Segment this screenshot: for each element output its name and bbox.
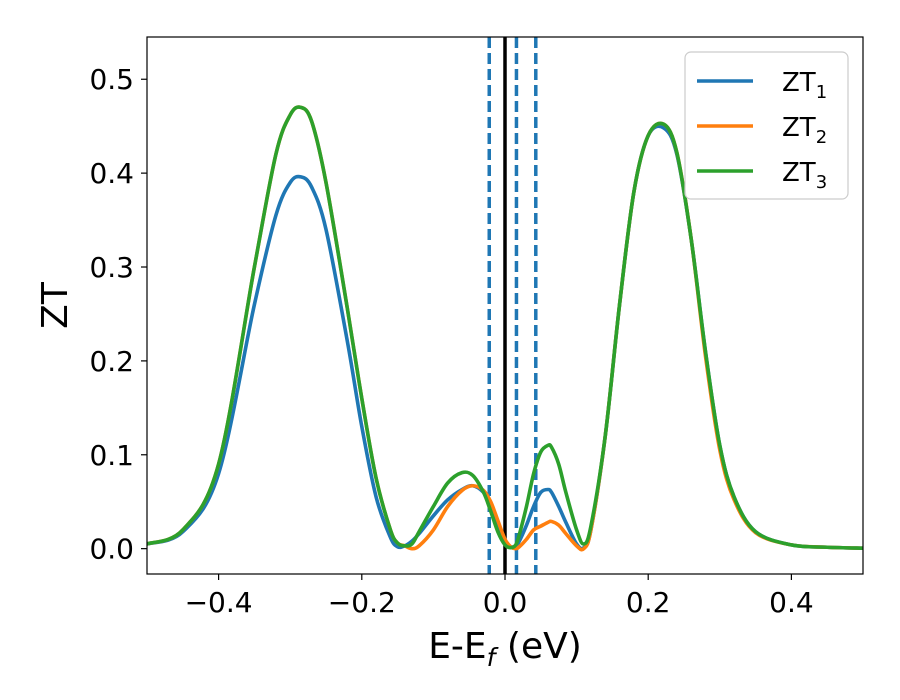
reference-lines: [487, 37, 538, 574]
y-tick-label: 0.4: [89, 157, 134, 190]
y-tick-label: 0.3: [89, 251, 134, 284]
x-axis-label: E-Ef (eV): [428, 626, 582, 672]
legend-label-subscript: 1: [816, 82, 827, 103]
legend-label-main: ZT: [782, 68, 816, 98]
legend-label-main: ZT: [782, 158, 816, 188]
legend-label-zt1: ZT1: [782, 68, 827, 103]
series-lines: [147, 105, 863, 552]
legend-label-main: ZT: [782, 113, 816, 143]
y-tick-label: 0.5: [89, 63, 134, 96]
x-tick-label: 0.2: [626, 586, 671, 619]
y-tick-label: 0.2: [89, 345, 134, 378]
legend-label-zt3: ZT3: [782, 158, 827, 193]
y-tick-label: 0.1: [89, 439, 134, 472]
x-axis-ticks: −0.4 −0.2 0.0 0.2 0.4: [185, 574, 814, 619]
legend-label-subscript: 2: [816, 127, 827, 148]
legend-box: [684, 51, 849, 200]
legend-label-zt2: ZT2: [782, 113, 827, 148]
y-axis-label: ZT: [35, 281, 76, 329]
x-tick-label: −0.4: [185, 586, 253, 619]
x-tick-label: −0.2: [328, 586, 396, 619]
x-axis-label-unit: (eV): [495, 626, 581, 667]
x-tick-label: 0.0: [483, 586, 528, 619]
x-tick-label: 0.4: [769, 586, 814, 619]
series-line-zt3: [147, 105, 863, 550]
legend-label-subscript: 3: [816, 172, 827, 193]
y-tick-label: 0.0: [89, 533, 134, 566]
y-axis-ticks: 0.0 0.1 0.2 0.3 0.4 0.5: [89, 63, 147, 566]
x-axis-label-main: E-E: [428, 626, 486, 667]
